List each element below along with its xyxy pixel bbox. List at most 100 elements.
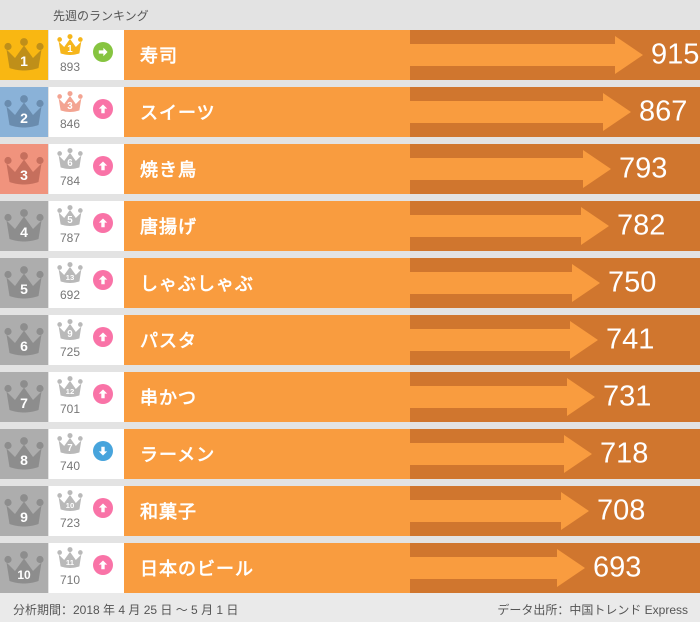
bar-value: 750 xyxy=(608,266,657,299)
trend-badge xyxy=(93,327,113,347)
svg-text:5: 5 xyxy=(20,281,28,297)
data-source: データ出所：中国トレンド Express xyxy=(497,603,688,617)
svg-text:11: 11 xyxy=(66,558,75,567)
trend-badge xyxy=(93,555,113,575)
prev-rank-cell: 5 787 xyxy=(49,201,124,251)
trend-badge xyxy=(93,270,113,290)
food-label: スイーツ xyxy=(140,103,216,123)
bar-arrow xyxy=(410,386,567,408)
svg-text:3: 3 xyxy=(67,101,73,112)
prev-rank-cell: 9 725 xyxy=(49,315,124,365)
ranking-row: 10 11 710 日本のビール 693 xyxy=(0,543,700,593)
bar: パスタ 741 xyxy=(124,315,700,365)
prev-week-value: 787 xyxy=(59,231,81,245)
food-label: パスタ xyxy=(140,331,197,351)
bar-value: 741 xyxy=(606,323,655,356)
up-arrow-icon xyxy=(96,159,110,173)
svg-text:2: 2 xyxy=(20,110,28,126)
bar-value: 867 xyxy=(639,95,688,128)
rank-badge: 10 xyxy=(0,543,48,593)
prev-rank-crown-icon: 3 xyxy=(57,91,83,118)
up-arrow-icon xyxy=(96,273,110,287)
rank-crown-icon: 6 xyxy=(4,323,44,357)
bar-value: 708 xyxy=(597,494,646,527)
up-arrow-icon xyxy=(96,558,110,572)
prev-week-value: 846 xyxy=(59,117,81,131)
bar: スイーツ 867 xyxy=(124,87,700,137)
svg-text:1: 1 xyxy=(20,53,28,69)
prev-rank-crown-icon: 7 xyxy=(57,433,83,460)
bar: 串かつ 731 xyxy=(124,372,700,422)
prev-rank-crown-icon: 1 xyxy=(57,34,83,61)
bar: 唐揚げ 782 xyxy=(124,201,700,251)
prev-rank-cell: 3 846 xyxy=(49,87,124,137)
rank-crown-icon: 2 xyxy=(4,95,44,129)
rank-crown-icon: 5 xyxy=(4,266,44,300)
ranking-row: 5 13 692 しゃぶしゃぶ 750 xyxy=(0,258,700,308)
bar-arrow xyxy=(410,443,564,465)
bar: 和菓子 708 xyxy=(124,486,700,536)
bar-arrow-head-icon xyxy=(615,36,643,74)
up-arrow-icon xyxy=(96,501,110,515)
bar-arrow-head-icon xyxy=(557,549,585,587)
rank-badge: 8 xyxy=(0,429,48,479)
food-label: 寿司 xyxy=(140,46,178,66)
bar-arrow-head-icon xyxy=(583,150,611,188)
prev-rank-cell: 1 893 xyxy=(49,30,124,80)
up-arrow-icon xyxy=(96,216,110,230)
rank-crown-icon: 3 xyxy=(4,152,44,186)
prev-rank-cell: 6 784 xyxy=(49,144,124,194)
analysis-period: 分析期間：2018 年 4 月 25 日 ～ 5 月 1 日 xyxy=(13,603,239,617)
svg-text:5: 5 xyxy=(67,215,73,226)
trend-badge xyxy=(93,441,113,461)
bar-value: 793 xyxy=(619,152,668,185)
ranking-row: 1 1 893 寿司 915 xyxy=(0,30,700,80)
footer: 分析期間：2018 年 4 月 25 日 ～ 5 月 1 日 データ出所：中国ト… xyxy=(0,593,700,622)
bar-value: 718 xyxy=(600,437,649,470)
svg-text:7: 7 xyxy=(67,443,72,454)
svg-text:6: 6 xyxy=(67,158,73,169)
bar-value: 693 xyxy=(593,551,642,584)
bar-arrow-head-icon xyxy=(603,93,631,131)
prev-rank-cell: 7 740 xyxy=(49,429,124,479)
bar-arrow xyxy=(410,329,570,351)
bar-arrow-head-icon xyxy=(581,207,609,245)
svg-text:4: 4 xyxy=(20,224,28,240)
svg-text:3: 3 xyxy=(20,167,28,183)
bar-arrow-head-icon xyxy=(570,321,598,359)
prev-week-value: 725 xyxy=(59,345,81,359)
trend-badge xyxy=(93,384,113,404)
prev-week-value: 692 xyxy=(59,288,81,302)
trend-badge xyxy=(93,99,113,119)
up-arrow-icon xyxy=(96,387,110,401)
rank-badge: 1 xyxy=(0,30,48,80)
bar-value: 731 xyxy=(603,380,652,413)
trend-badge xyxy=(93,42,113,62)
prev-rank-crown-icon: 6 xyxy=(57,148,83,175)
prev-rank-cell: 12 701 xyxy=(49,372,124,422)
ranking-row: 7 12 701 串かつ 731 xyxy=(0,372,700,422)
rank-crown-icon: 7 xyxy=(4,380,44,414)
prev-week-value: 740 xyxy=(59,459,81,473)
svg-text:8: 8 xyxy=(20,452,28,468)
rank-crown-icon: 4 xyxy=(4,209,44,243)
bar: ラーメン 718 xyxy=(124,429,700,479)
svg-text:1: 1 xyxy=(67,44,73,55)
bar: しゃぶしゃぶ 750 xyxy=(124,258,700,308)
food-label: 和菓子 xyxy=(140,502,197,522)
svg-text:6: 6 xyxy=(20,338,28,354)
trend-badge xyxy=(93,156,113,176)
rank-badge: 3 xyxy=(0,144,48,194)
rank-crown-icon: 8 xyxy=(4,437,44,471)
bar-arrow xyxy=(410,557,557,579)
bar-arrow xyxy=(410,158,583,180)
prev-week-value: 784 xyxy=(59,174,81,188)
svg-text:13: 13 xyxy=(66,273,75,282)
svg-text:7: 7 xyxy=(20,395,28,411)
food-label: ラーメン xyxy=(140,445,216,465)
bar-arrow-head-icon xyxy=(567,378,595,416)
ranking-row: 9 10 723 和菓子 708 xyxy=(0,486,700,536)
prev-week-value: 723 xyxy=(59,516,81,530)
bar-arrow xyxy=(410,44,615,66)
bar-arrow xyxy=(410,500,561,522)
